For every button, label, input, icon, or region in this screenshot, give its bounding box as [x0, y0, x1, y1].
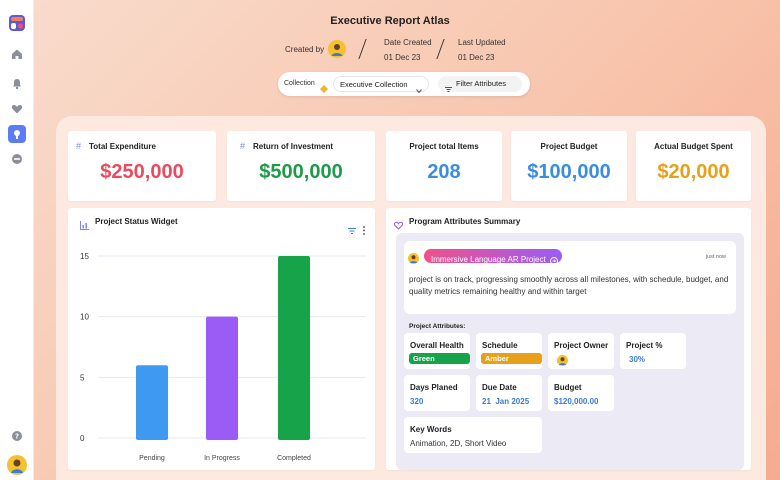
attr-value: 21 Jan 2025 [482, 397, 530, 406]
filter-attributes-label: Filter Attributes [456, 79, 507, 88]
help-icon[interactable]: ? [8, 427, 26, 445]
update-time: just now [705, 254, 726, 260]
x-tick-label: Pending [139, 455, 165, 462]
attr-project-owner: Project Owner [548, 333, 614, 369]
app-logo-icon[interactable] [8, 14, 26, 32]
project-description: project is on track, progressing smoothl… [409, 275, 729, 296]
project-update-card: Immersive Language AR Project just now p… [404, 241, 736, 314]
bar-pending[interactable] [136, 365, 168, 440]
bar-chart-icon [80, 217, 89, 235]
attr-due-date: Due Date 21 Jan 2025 [476, 375, 542, 411]
attr-label: Schedule [482, 341, 518, 350]
kpi-title: Return of Investment [253, 142, 334, 151]
created-by-label: Created by [285, 45, 325, 54]
bar-in-progress[interactable] [206, 316, 238, 440]
attr-value: Animation, 2D, Short Video [410, 439, 507, 448]
kpi-value: $250,000 [100, 161, 184, 183]
kpi-value: 208 [427, 161, 461, 183]
attr-label: Budget [554, 383, 582, 392]
schedule-status-badge: Amber [481, 353, 542, 364]
attr-value: 30% [629, 355, 646, 364]
collection-value: Executive Collection [340, 80, 408, 89]
home-icon[interactable] [8, 45, 26, 63]
y-tick-label: 15 [80, 252, 89, 261]
owner-avatar[interactable] [557, 353, 568, 366]
last-updated-value: 01 Dec 23 [458, 53, 495, 62]
attr-label: Project % [626, 341, 663, 350]
svg-text:?: ? [15, 433, 19, 441]
more-options-icon[interactable] [362, 222, 366, 240]
collection-diamond-icon [320, 80, 328, 98]
attr-project-percent: Project % 30% [620, 333, 686, 369]
attr-label: Due Date [482, 383, 517, 392]
chevron-down-icon [416, 81, 422, 99]
creator-avatar[interactable] [328, 40, 346, 58]
attr-label: Days Planed [410, 383, 458, 392]
x-tick-label: In Progress [204, 455, 240, 462]
hash-icon: # [76, 141, 82, 151]
kpi-title: Project total Items [409, 142, 479, 151]
attr-label: Key Words [410, 425, 452, 434]
collection-select[interactable]: Executive Collection [333, 76, 429, 94]
attr-key-words: Key Words Animation, 2D, Short Video [404, 417, 542, 453]
kpi-card-project-total-items[interactable]: Project total Items 208 [386, 131, 502, 201]
page-title: Executive Report Atlas [330, 15, 450, 27]
filter-icon[interactable] [348, 222, 356, 240]
attributes-heading: Project Attributes: [409, 323, 466, 330]
collection-label: Collection [284, 80, 315, 87]
minus-circle-icon[interactable] [8, 150, 26, 168]
y-tick-label: 0 [80, 434, 85, 443]
y-tick-label: 10 [80, 313, 89, 322]
project-status-chart: 0 5 10 15 Pending In Progress Completed [80, 252, 366, 462]
attr-budget: Budget $120,000.00 [548, 375, 614, 411]
heart-icon[interactable] [8, 100, 26, 118]
kpi-value: $100,000 [527, 161, 611, 183]
project-avatar [408, 251, 419, 264]
summary-title: Program Attributes Summary [409, 217, 521, 226]
kpi-card-return-of-investment[interactable]: # Return of Investment $500,000 [227, 131, 375, 201]
sidebar: ? [0, 0, 34, 480]
bar-completed[interactable] [278, 256, 310, 440]
attr-overall-health: Overall Health Green [404, 333, 470, 369]
attr-value: 320 [410, 397, 424, 406]
kpi-title: Project Budget [540, 142, 598, 151]
attr-label: Project Owner [554, 341, 609, 350]
kpi-value: $500,000 [259, 161, 343, 183]
reports-icon[interactable] [8, 125, 26, 143]
bell-icon[interactable] [8, 75, 26, 93]
divider [436, 39, 445, 59]
kpi-title: Total Expenditure [89, 142, 156, 151]
date-created-value: 01 Dec 23 [384, 53, 421, 62]
heart-outline-icon [393, 217, 404, 235]
last-updated-label: Last Updated [458, 38, 506, 47]
kpi-title: Actual Budget Spent [654, 142, 733, 151]
divider [358, 39, 367, 59]
x-tick-label: Completed [277, 455, 311, 462]
summary-body: Immersive Language AR Project just now p… [396, 233, 744, 470]
project-tag[interactable]: Immersive Language AR Project [424, 249, 562, 265]
kpi-card-total-expenditure[interactable]: # Total Expenditure $250,000 [68, 131, 216, 201]
widget-title: Project Status Widget [95, 217, 178, 226]
y-tick-label: 5 [80, 373, 85, 382]
program-attributes-summary: Program Attributes Summary Immersive Lan… [386, 208, 751, 470]
hash-icon: # [240, 141, 246, 151]
kpi-value: $20,000 [657, 161, 730, 183]
attr-days-planned: Days Planed 320 [404, 375, 470, 411]
health-status-badge: Green [409, 353, 470, 364]
filter-bar: Collection Executive Collection Filter A… [278, 72, 530, 96]
attr-schedule: Schedule Amber [476, 333, 542, 369]
attr-value: $120,000.00 [554, 397, 599, 406]
attr-label: Overall Health [410, 341, 464, 350]
filter-icon [445, 80, 452, 98]
project-name: Immersive Language AR Project [431, 255, 546, 264]
filter-attributes-button[interactable]: Filter Attributes [438, 76, 522, 92]
user-avatar[interactable] [7, 455, 27, 475]
kpi-card-actual-budget-spent[interactable]: Actual Budget Spent $20,000 [636, 131, 751, 201]
project-status-widget: Project Status Widget 0 5 10 15 Pending In Pr… [68, 208, 375, 470]
date-created-label: Date Created [384, 38, 432, 47]
kpi-card-project-budget[interactable]: Project Budget $100,000 [511, 131, 627, 201]
arrow-right-icon [549, 252, 558, 270]
